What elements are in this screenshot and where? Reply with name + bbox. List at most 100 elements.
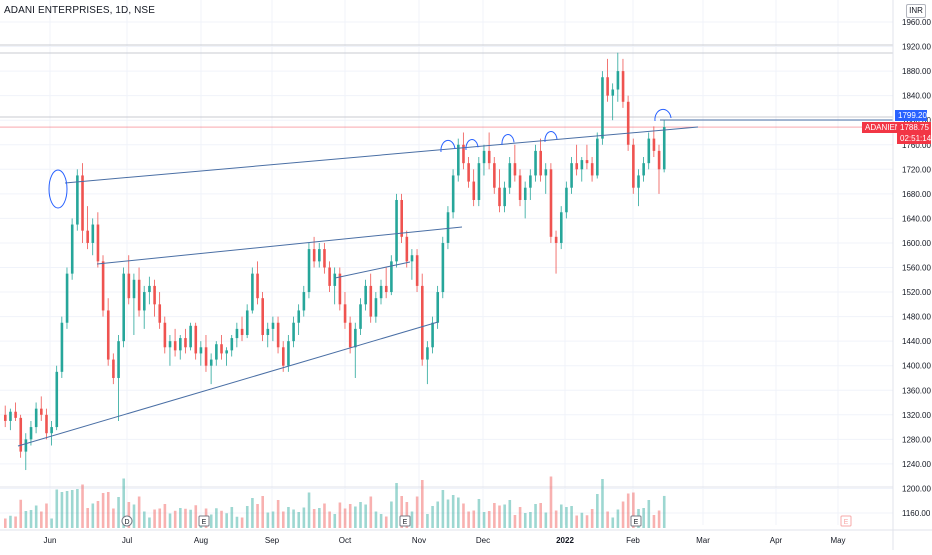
candle-body	[34, 408, 38, 428]
volume-bar	[86, 508, 89, 528]
candle-body	[436, 292, 440, 323]
volume-bar	[508, 500, 512, 528]
candle-body	[281, 347, 285, 366]
candle-body	[626, 101, 630, 145]
volume-bar	[127, 502, 131, 528]
volume-bar	[621, 501, 625, 528]
candle-body	[96, 224, 100, 262]
symbol-title[interactable]: ADANI ENTERPRISES, 1D, NSE	[4, 5, 155, 16]
time-tick-label: Oct	[339, 536, 352, 545]
volume-bar	[518, 507, 522, 528]
candle-body	[420, 285, 424, 360]
breakout-trendline	[64, 126, 699, 184]
price-tick-label: 1440.00	[902, 337, 931, 346]
volume-bar	[487, 511, 491, 528]
time-axis[interactable]: Jun Jul Aug Sep Oct Nov Dec 2022 Feb Mar Apr May	[0, 529, 932, 545]
candle-body	[101, 261, 105, 311]
candle-body	[518, 175, 522, 200]
candles	[4, 52, 666, 471]
volume-bar	[642, 508, 645, 528]
candle-body	[4, 414, 7, 421]
candle-body	[642, 163, 645, 176]
price-tick-label: 1480.00	[902, 313, 931, 322]
volume-bar	[657, 510, 661, 528]
time-tick-label: May	[830, 536, 845, 545]
candle-body	[508, 163, 512, 188]
candle-body	[55, 371, 59, 428]
volume-bar	[606, 511, 609, 528]
volume-bar	[338, 502, 342, 528]
volume-bar	[50, 518, 53, 528]
candle-body	[271, 322, 275, 329]
volume-bar	[173, 510, 177, 528]
volume-bar	[81, 484, 84, 528]
dividend-marker	[121, 515, 133, 527]
volume-bar	[297, 512, 301, 528]
volume-bar	[158, 508, 162, 528]
candle-body	[132, 279, 136, 299]
volume-bar	[451, 495, 455, 528]
volume-bar	[60, 492, 64, 528]
candle-body	[245, 310, 249, 336]
volume-bar	[271, 511, 275, 528]
candle-body	[657, 150, 661, 170]
candle-body	[580, 160, 584, 170]
volume-bar	[55, 489, 59, 528]
price-tick-label: 1920.00	[902, 43, 931, 52]
volume-bar	[65, 491, 69, 528]
candle-body	[585, 160, 589, 164]
highlight-circle	[48, 169, 68, 209]
candle-body	[606, 77, 609, 96]
volume-bar	[318, 508, 321, 528]
volume-bar	[580, 512, 584, 528]
volume-bar	[590, 509, 594, 528]
volume-bar	[534, 504, 537, 528]
candle-body	[616, 71, 620, 90]
event-marker-label: E	[403, 519, 408, 526]
candle-body	[328, 267, 331, 286]
volume-bar	[240, 517, 244, 528]
candle-body	[266, 328, 270, 336]
volume-bar	[384, 516, 388, 528]
volume-bar	[256, 504, 259, 528]
price-tick-label: 1560.00	[902, 264, 931, 273]
volume-bar	[122, 478, 126, 528]
volume-bar	[420, 480, 424, 528]
volume-bar	[544, 512, 548, 528]
price-tick-label: 1520.00	[902, 288, 931, 297]
event-marker-label: E	[634, 519, 639, 526]
volume-bars	[4, 476, 666, 528]
earnings-marker	[630, 515, 642, 527]
candle-body	[158, 304, 162, 323]
candle-body	[163, 322, 167, 348]
time-tick-label: 2022	[556, 536, 574, 545]
candle-body	[462, 144, 465, 164]
volume-bar	[493, 503, 496, 528]
volume-bar	[503, 504, 506, 528]
volume-bar	[225, 513, 228, 528]
price-tick-label: 1680.00	[902, 190, 931, 199]
candle-body	[405, 236, 409, 262]
volume-bar	[482, 512, 486, 528]
time-tick-label: Sep	[265, 536, 280, 545]
volume-bar	[652, 515, 656, 528]
volume-bar	[539, 503, 542, 528]
highlight-arc	[465, 139, 479, 151]
volume-bar	[431, 506, 434, 528]
volume-bar	[312, 509, 316, 528]
currency-label[interactable]: INR	[906, 4, 926, 18]
event-marker-label: E	[844, 519, 849, 526]
price-axis[interactable]: 1960.001920.001880.001840.001800.001760.…	[892, 0, 931, 550]
candle-body	[565, 187, 568, 213]
drawing-tools[interactable]	[17, 108, 893, 447]
candle-body	[91, 224, 95, 243]
volume-bar	[585, 515, 589, 528]
volume-bar	[34, 505, 38, 528]
candle-body	[482, 150, 486, 164]
candle-body	[467, 163, 470, 182]
candle-body	[215, 344, 218, 360]
candle-body	[204, 347, 208, 366]
